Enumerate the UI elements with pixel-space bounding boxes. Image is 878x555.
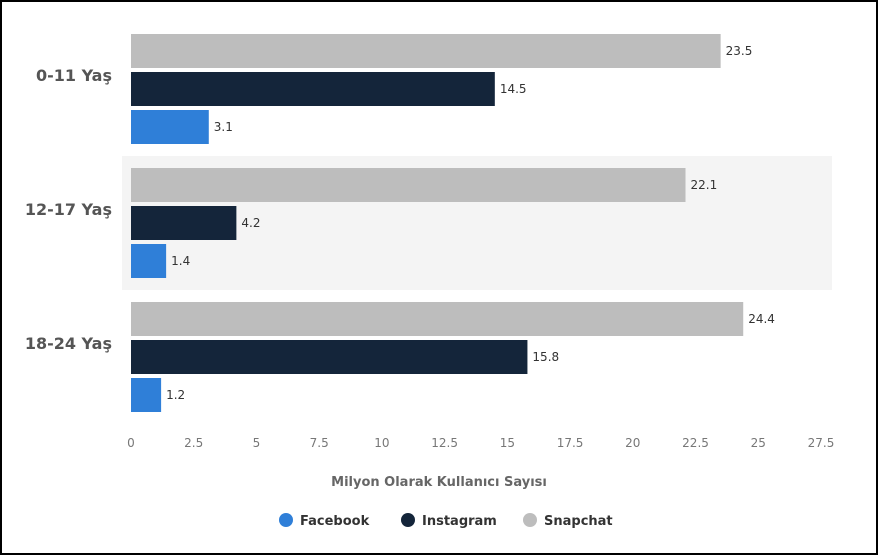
bar-instagram-0-11-yas xyxy=(131,72,495,106)
bar-instagram-12-17-yas xyxy=(131,206,237,240)
category-label-18-24-yas: 18-24 Yaş xyxy=(25,334,112,353)
bar-facebook-12-17-yas xyxy=(131,244,167,278)
category-label-0-11-yas: 0-11 Yaş xyxy=(36,66,112,85)
x-tick-label: 2.5 xyxy=(184,436,203,450)
legend-marker-instagram xyxy=(401,513,415,527)
x-tick-label: 5 xyxy=(253,436,261,450)
bar-instagram-18-24-yas xyxy=(131,340,528,374)
x-tick-label: 22.5 xyxy=(682,436,709,450)
category-label-12-17-yas: 12-17 Yaş xyxy=(25,200,112,219)
x-tick-label: 12.5 xyxy=(431,436,458,450)
value-label-facebook-0-11-yas: 3.1 xyxy=(214,120,233,134)
legend-marker-snapchat xyxy=(523,513,537,527)
x-tick-label: 10 xyxy=(374,436,389,450)
x-tick-label: 0 xyxy=(127,436,135,450)
legend-label-facebook: Facebook xyxy=(300,514,370,529)
legend-label-snapchat: Snapchat xyxy=(544,514,613,529)
x-tick-label: 7.5 xyxy=(310,436,329,450)
bar-facebook-0-11-yas xyxy=(131,110,209,144)
legend-label-instagram: Instagram xyxy=(422,514,497,529)
bar-snapchat-12-17-yas xyxy=(131,168,686,202)
x-tick-label: 25 xyxy=(751,436,766,450)
x-axis-title: Milyon Olarak Kullanıcı Sayısı xyxy=(331,475,547,490)
x-tick-label: 17.5 xyxy=(557,436,584,450)
x-tick-label: 20 xyxy=(625,436,640,450)
value-label-facebook-12-17-yas: 1.4 xyxy=(171,254,190,268)
legend-marker-facebook xyxy=(279,513,293,527)
value-label-snapchat-0-11-yas: 23.5 xyxy=(726,44,753,58)
value-label-instagram-18-24-yas: 15.8 xyxy=(532,350,559,364)
value-label-instagram-0-11-yas: 14.5 xyxy=(500,82,527,96)
bar-snapchat-18-24-yas xyxy=(131,302,744,336)
value-label-snapchat-18-24-yas: 24.4 xyxy=(748,312,775,326)
value-label-snapchat-12-17-yas: 22.1 xyxy=(691,178,718,192)
x-tick-label: 15 xyxy=(500,436,515,450)
value-label-facebook-18-24-yas: 1.2 xyxy=(166,388,185,402)
x-tick-label: 27.5 xyxy=(808,436,835,450)
bar-snapchat-0-11-yas xyxy=(131,34,721,68)
value-label-instagram-12-17-yas: 4.2 xyxy=(241,216,260,230)
bar-facebook-18-24-yas xyxy=(131,378,162,412)
